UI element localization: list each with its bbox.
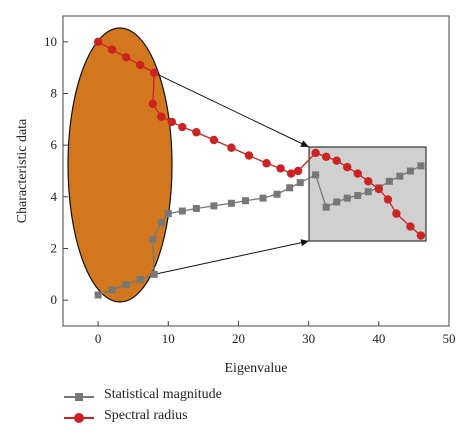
data-point-square [296,179,304,187]
legend-label: Spectral radius [104,408,188,423]
data-point-circle [244,151,254,160]
x-tick-label: 50 [443,331,456,346]
legend-square-marker [75,393,83,401]
plot-frame [62,15,450,327]
data-point-circle [353,169,362,178]
y-tick-label: 4 [51,189,58,204]
data-point-circle [406,222,415,231]
data-point-circle [332,156,341,165]
data-point-square [312,171,320,179]
y-tick-label: 0 [51,292,58,307]
data-point-circle [209,135,219,145]
legend-item-statistical-magnitude: Statistical magnitude [62,386,322,407]
data-point-circle [364,177,373,186]
y-tick-label: 6 [51,137,58,152]
data-point-circle [392,209,401,218]
data-point-square [150,270,158,278]
y-tick-label: 8 [51,86,58,101]
data-point-square [354,192,362,200]
data-point-circle [374,184,384,194]
zoom-connector-arrows [154,72,310,275]
legend-circle-marker [74,413,84,423]
data-point-square [364,188,372,196]
x-tick-label: 0 [95,331,102,346]
data-point-square [241,197,249,205]
data-point-circle [293,166,303,176]
upper-connector-arrow [154,72,310,148]
series-layer [93,37,426,299]
legend-item-spectral-radius: Spectral radius [62,407,322,428]
data-point-square [136,276,144,283]
data-point-square [192,204,200,212]
data-point-square [286,184,294,192]
data-point-circle [383,195,393,204]
data-point-square [273,190,281,198]
x-tick-label: 10 [162,331,175,346]
data-point-circle [343,162,352,172]
data-point-circle [262,159,271,168]
series-line-0 [97,165,422,296]
data-point-circle [416,231,426,240]
data-point-circle [192,128,201,137]
highlight-ellipse [67,27,173,303]
data-point-square [259,194,267,202]
data-point-circle [311,148,320,158]
data-point-circle [167,117,176,127]
data-point-square [178,207,186,215]
data-point-square [322,203,330,211]
lower-connector-arrow-head [300,239,309,247]
x-axis-title: Eigenvalue [225,361,288,376]
data-point-circle [93,37,103,47]
data-point-square [396,172,404,180]
data-point-circle [227,143,236,152]
data-point-square [94,291,102,299]
lower-connector-arrow [154,240,310,275]
data-point-circle [286,169,296,178]
data-point-square [385,177,393,185]
x-tick-label: 30 [302,331,315,346]
y-tick-label: 10 [44,34,57,49]
data-point-circle [157,112,166,121]
data-point-square [108,286,116,294]
data-point-square [164,210,172,218]
legend: Statistical magnitude Spectral radius [62,386,322,432]
y-tick-label: 2 [51,241,58,256]
data-point-circle [136,60,145,70]
data-point-square [157,219,165,227]
data-point-square [122,281,130,289]
legend-label: Statistical magnitude [104,387,222,402]
data-point-circle [150,68,159,78]
data-point-square [227,199,235,207]
y-axis-title: Characteristic data [15,118,30,223]
series-line-1 [97,41,422,237]
data-point-square [417,162,425,170]
data-point-square [210,202,218,210]
data-point-square [343,194,351,202]
data-point-square [406,167,414,175]
data-point-circle [276,164,285,173]
y-axis-ticks: 0 2 4 6 8 10 [44,34,68,307]
data-point-circle [148,99,158,109]
data-point-circle [321,152,331,161]
x-tick-label: 40 [372,331,385,346]
data-point-circle [107,45,117,54]
data-point-square [149,235,157,243]
upper-connector-arrow-head [300,140,309,147]
x-tick-label: 20 [232,331,245,346]
data-point-square [333,198,341,206]
data-point-circle [178,122,187,132]
x-axis-ticks: 0 10 20 30 40 50 [95,321,456,346]
data-point-circle [121,53,131,62]
